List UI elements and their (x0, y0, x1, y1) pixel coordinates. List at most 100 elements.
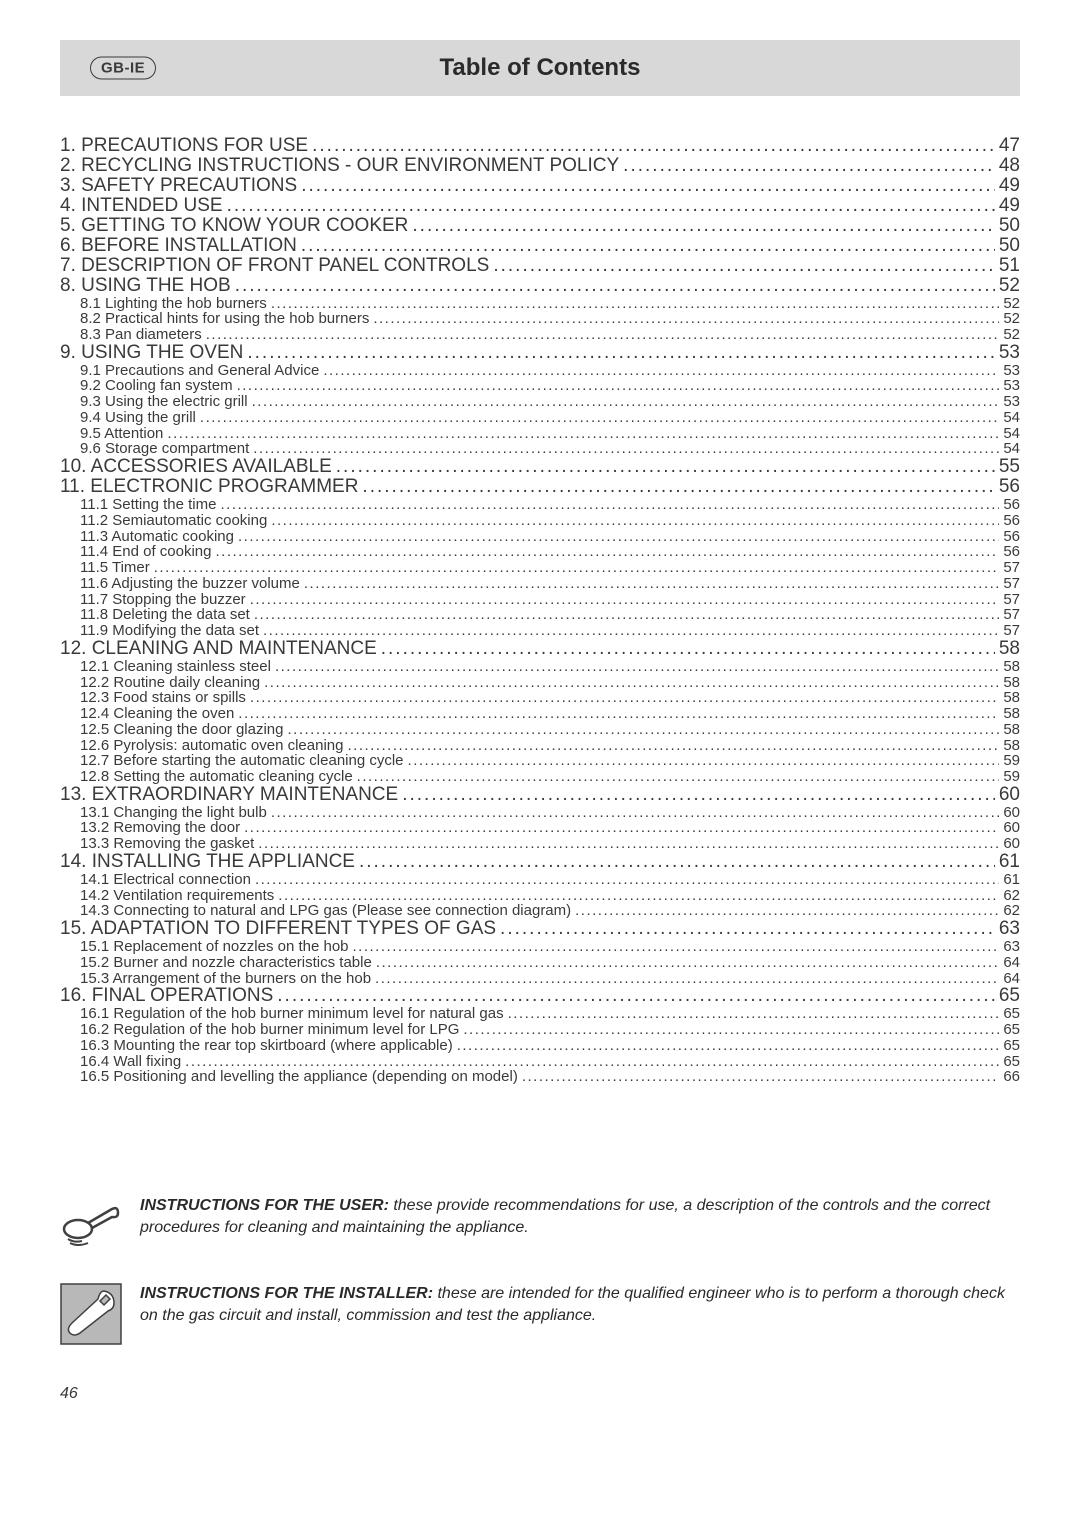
toc-page: 53 (1003, 394, 1020, 410)
toc-label: 11. ELECTRONIC PROGRAMMER (60, 477, 358, 497)
toc-label: 11.1 Setting the time (80, 497, 216, 513)
installer-note: INSTRUCTIONS FOR THE INSTALLER: these ar… (60, 1283, 1020, 1345)
toc-row: 11.1 Setting the time ..................… (60, 497, 1020, 513)
toc-row: 9.1 Precautions and General Advice .....… (60, 363, 1020, 379)
toc-label: 13.1 Changing the light bulb (80, 805, 267, 821)
toc-leader-dots: ........................................… (271, 805, 1000, 821)
toc-label: 11.7 Stopping the buzzer (80, 592, 246, 608)
toc-page: 57 (1003, 576, 1020, 592)
toc-label: 9.6 Storage compartment (80, 441, 249, 457)
toc-label: 9.2 Cooling fan system (80, 378, 233, 394)
toc-row: 9. USING THE OVEN ......................… (60, 343, 1020, 363)
toc-leader-dots: ........................................… (275, 659, 999, 675)
toc-label: 12.3 Food stains or spills (80, 690, 246, 706)
toc-label: 14.1 Electrical connection (80, 872, 251, 888)
toc-row: 8.1 Lighting the hob burners ...........… (60, 296, 1020, 312)
toc-leader-dots: ........................................… (575, 903, 999, 919)
toc-page: 57 (1003, 592, 1020, 608)
toc-label: 12.1 Cleaning stainless steel (80, 659, 271, 675)
toc-page: 65 (1003, 1006, 1020, 1022)
toc-leader-dots: ........................................… (347, 738, 999, 754)
toc-leader-dots: ........................................… (277, 986, 995, 1006)
toc-row: 14.1 Electrical connection .............… (60, 872, 1020, 888)
toc-row: 12.7 Before starting the automatic clean… (60, 753, 1020, 769)
toc-leader-dots: ........................................… (247, 343, 995, 363)
toc-label: 14.2 Ventilation requirements (80, 888, 274, 904)
toc-page: 58 (1003, 675, 1020, 691)
toc-row: 10. ACCESSORIES AVAILABLE ..............… (60, 457, 1020, 477)
toc-page: 57 (1003, 607, 1020, 623)
page-title: Table of Contents (440, 54, 641, 82)
toc-row: 12. CLEANING AND MAINTENANCE ...........… (60, 639, 1020, 659)
toc-row: 13.3 Removing the gasket ...............… (60, 836, 1020, 852)
spoon-icon (60, 1195, 122, 1257)
toc-leader-dots: ........................................… (244, 820, 999, 836)
toc-page: 57 (1003, 623, 1020, 639)
toc-page: 65 (1003, 1038, 1020, 1054)
toc-row: 14. INSTALLING THE APPLIANCE ...........… (60, 852, 1020, 872)
toc-row: 14.2 Ventilation requirements ..........… (60, 888, 1020, 904)
toc-leader-dots: ........................................… (200, 410, 999, 426)
toc-leader-dots: ........................................… (254, 607, 999, 623)
toc-label: 16.2 Regulation of the hob burner minimu… (80, 1022, 459, 1038)
toc-leader-dots: ........................................… (408, 753, 1000, 769)
toc-row: 12.6 Pyrolysis: automatic oven cleaning … (60, 738, 1020, 754)
toc-row: 13. EXTRAORDINARY MAINTENANCE ..........… (60, 785, 1020, 805)
toc-row: 11.4 End of cooking ....................… (60, 544, 1020, 560)
toc-row: 15.1 Replacement of nozzles on the hob .… (60, 939, 1020, 955)
toc-page: 54 (1003, 441, 1020, 457)
toc-row: 1. PRECAUTIONS FOR USE .................… (60, 136, 1020, 156)
toc-leader-dots: ........................................… (301, 236, 995, 256)
toc-label: 8. USING THE HOB (60, 276, 231, 296)
toc-page: 63 (1003, 939, 1020, 955)
toc-leader-dots: ........................................… (271, 513, 999, 529)
toc-row: 11.9 Modifying the data set ............… (60, 623, 1020, 639)
toc-row: 15. ADAPTATION TO DIFFERENT TYPES OF GAS… (60, 919, 1020, 939)
toc-page: 65 (1003, 1022, 1020, 1038)
toc-label: 8.2 Practical hints for using the hob bu… (80, 311, 369, 327)
toc-row: 16.5 Positioning and levelling the appli… (60, 1069, 1020, 1085)
toc-page: 58 (1003, 738, 1020, 754)
toc-label: 11.3 Automatic cooking (80, 529, 234, 545)
toc-page: 65 (999, 986, 1020, 1006)
toc-leader-dots: ........................................… (237, 378, 1000, 394)
toc-leader-dots: ........................................… (238, 706, 999, 722)
toc-page: 58 (1003, 659, 1020, 675)
toc-leader-dots: ........................................… (463, 1022, 999, 1038)
toc-label: 12.2 Routine daily cleaning (80, 675, 260, 691)
toc-row: 2. RECYCLING INSTRUCTIONS - OUR ENVIRONM… (60, 156, 1020, 176)
toc-leader-dots: ........................................… (167, 426, 999, 442)
toc-row: 8. USING THE HOB .......................… (60, 276, 1020, 296)
toc-page: 53 (999, 343, 1020, 363)
toc-page: 52 (1003, 296, 1020, 312)
toc-label: 12.4 Cleaning the oven (80, 706, 234, 722)
toc-page: 60 (1003, 820, 1020, 836)
toc-row: 12.4 Cleaning the oven .................… (60, 706, 1020, 722)
toc-page: 54 (1003, 410, 1020, 426)
toc-leader-dots: ........................................… (336, 457, 995, 477)
toc-page: 62 (1003, 903, 1020, 919)
toc-page: 56 (1003, 544, 1020, 560)
toc-page: 53 (1003, 378, 1020, 394)
toc-page: 48 (999, 156, 1020, 176)
toc-page: 58 (1003, 722, 1020, 738)
toc-leader-dots: ........................................… (493, 256, 995, 276)
toc-leader-dots: ........................................… (353, 939, 1000, 955)
toc-row: 11.7 Stopping the buzzer ...............… (60, 592, 1020, 608)
toc-leader-dots: ........................................… (215, 544, 999, 560)
toc-row: 3. SAFETY PRECAUTIONS ..................… (60, 176, 1020, 196)
toc-row: 16. FINAL OPERATIONS ...................… (60, 986, 1020, 1006)
toc-page: 49 (999, 176, 1020, 196)
toc-label: 16.4 Wall fixing (80, 1054, 181, 1070)
toc-leader-dots: ........................................… (278, 888, 999, 904)
toc-leader-dots: ........................................… (500, 919, 995, 939)
toc-leader-dots: ........................................… (357, 769, 1000, 785)
toc-label: 16.5 Positioning and levelling the appli… (80, 1069, 518, 1085)
toc-page: 58 (999, 639, 1020, 659)
toc-row: 12.3 Food stains or spills .............… (60, 690, 1020, 706)
toc-row: 12.8 Setting the automatic cleaning cycl… (60, 769, 1020, 785)
toc-page: 49 (999, 196, 1020, 216)
toc-page: 58 (1003, 706, 1020, 722)
toc-leader-dots: ........................................… (312, 136, 995, 156)
toc-label: 11.2 Semiautomatic cooking (80, 513, 267, 529)
